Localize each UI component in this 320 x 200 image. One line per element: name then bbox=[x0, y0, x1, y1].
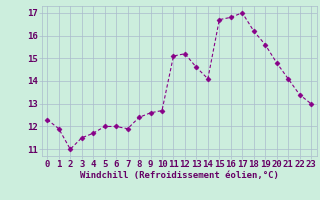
X-axis label: Windchill (Refroidissement éolien,°C): Windchill (Refroidissement éolien,°C) bbox=[80, 171, 279, 180]
